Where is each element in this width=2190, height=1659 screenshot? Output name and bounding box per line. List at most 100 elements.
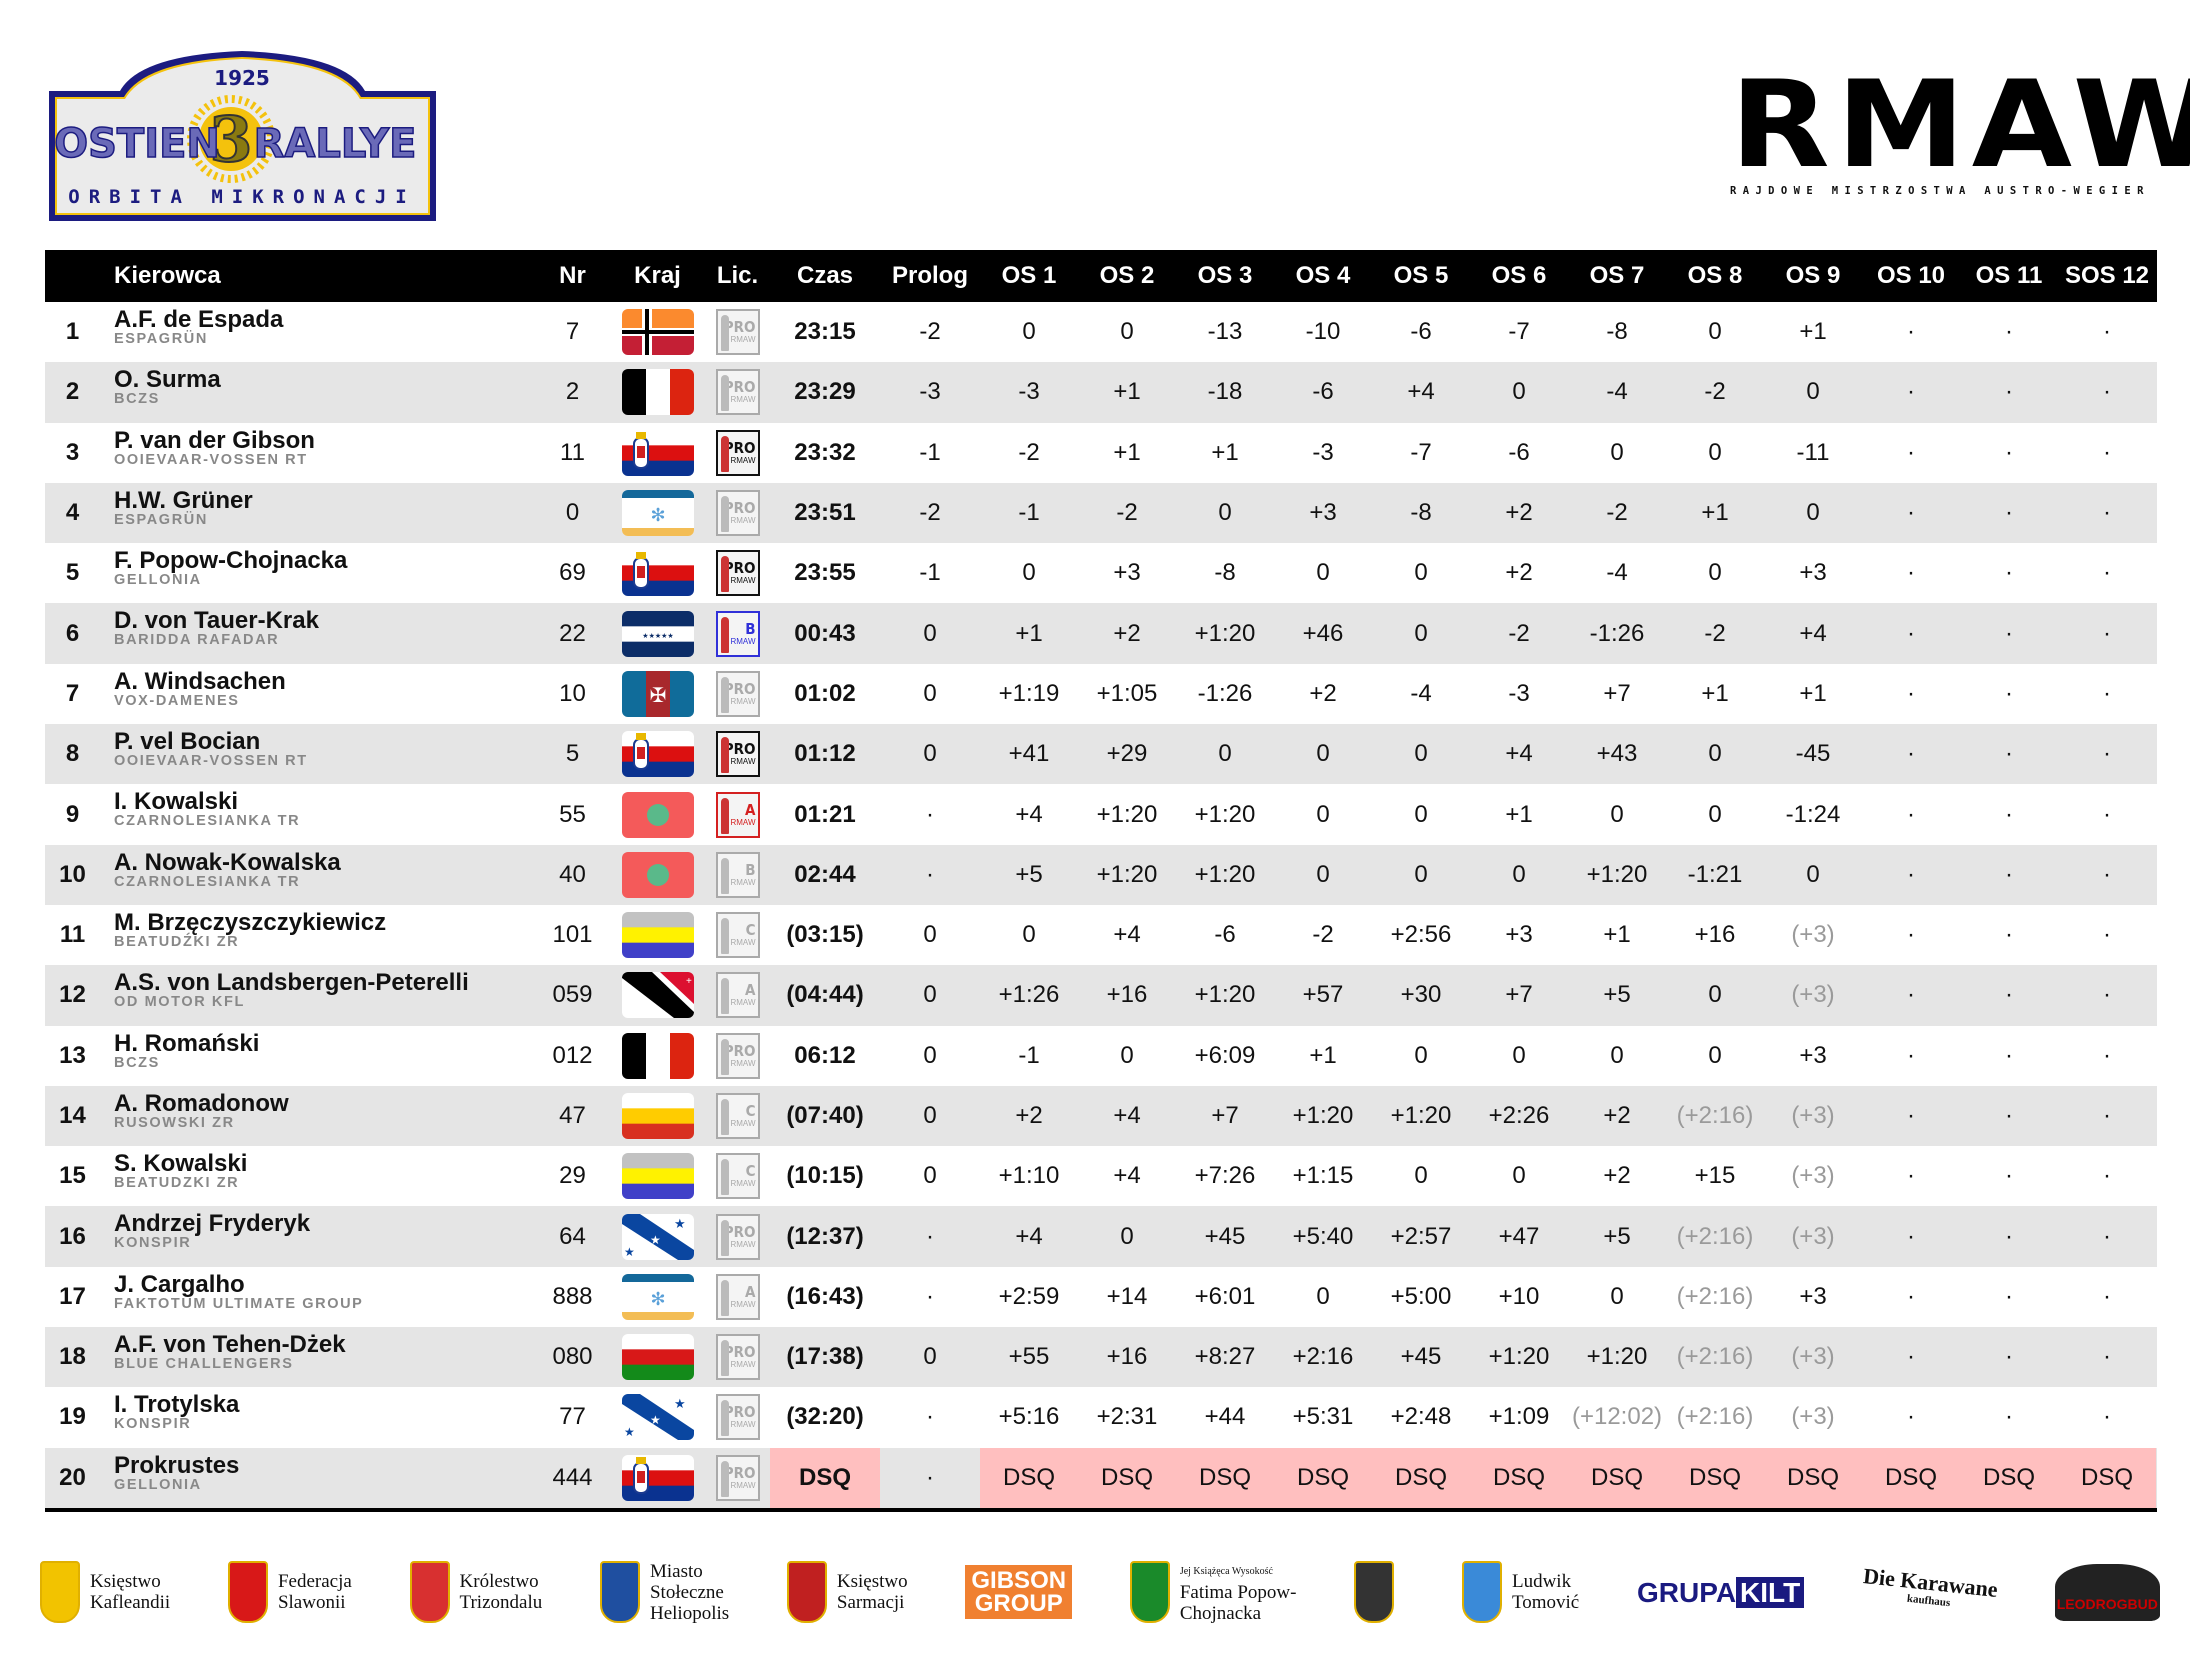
stage-time: +2 (1309, 679, 1337, 707)
stage-time: +1 (1505, 800, 1533, 828)
stage-time: +4 (1113, 921, 1141, 949)
licence-cell: PRO RMAW (705, 664, 770, 724)
stage-time: +2 (1603, 1162, 1631, 1190)
stage-time: -4 (1410, 679, 1432, 707)
stage-time: DSQ (1568, 1447, 1666, 1508)
stage-time: +1:20 (1586, 1343, 1648, 1371)
event-year: 1925 (214, 66, 270, 90)
stage-time: · (1907, 800, 1915, 828)
licence-org: RMAW (730, 576, 756, 586)
licence-class: PRO (723, 559, 756, 578)
driver-name: A.F. von Tehen-Dżek (114, 1331, 346, 1359)
stage-time: +1:20 (1194, 800, 1256, 828)
stage-time: -3 (1508, 679, 1530, 707)
stage-time: +43 (1596, 740, 1638, 768)
car-number: 55 (559, 800, 586, 828)
team-name: GELLONIA (114, 1476, 202, 1493)
stage-time: 0 (1316, 860, 1330, 888)
stage-time: +55 (1008, 1343, 1050, 1371)
stage-time: +5 (1603, 1222, 1631, 1250)
stage-time: -1:21 (1687, 860, 1743, 888)
licence-badge-icon: PRO RMAW (715, 1394, 760, 1441)
stage-time: · (2005, 679, 2013, 707)
stage-time: 0 (1708, 318, 1722, 346)
header-stage: OS 5 (1393, 262, 1449, 289)
stage-time: · (1907, 619, 1915, 647)
licence-figure-icon (720, 1038, 729, 1075)
driver-name: Andrzej Fryderyk (114, 1210, 311, 1238)
stage-time: -2 (1116, 499, 1138, 527)
stage-time: +16 (1694, 921, 1736, 949)
stage-time: +1 (1211, 438, 1239, 466)
team-name: ESPAGRÜN (114, 331, 208, 347)
licence-class: C (745, 921, 756, 940)
stage-time: +2:57 (1390, 1222, 1452, 1250)
table-row: 1 A.F. de Espada ESPAGRÜN 7 PRO RMAW 23:15 -2 0 0… (45, 302, 2157, 362)
stage-time: · (2005, 1403, 2013, 1431)
coat-of-arms-icon (1354, 1561, 1395, 1623)
total-time: 23:32 (794, 438, 856, 466)
svg-text:+: + (686, 976, 692, 987)
licence-org: RMAW (730, 1119, 756, 1128)
licence-cell: PRO RMAW (705, 724, 770, 784)
header-stage: OS 4 (1295, 262, 1351, 289)
stage-time: +2 (1015, 1102, 1043, 1129)
stage-time: 0 (1806, 499, 1820, 527)
licence-cell: C RMAW (705, 1086, 770, 1146)
sponsor-name: Federacja Slawonii (278, 1571, 352, 1613)
stage-time: +1:26 (998, 981, 1060, 1009)
driver-cell: O. Surma BCZS (100, 362, 535, 422)
stage-time: (+2:16) (1676, 1282, 1754, 1310)
licence-org: RMAW (730, 1480, 756, 1490)
stage-time: +1:20 (1586, 860, 1648, 888)
licence-cell: C RMAW (705, 905, 770, 965)
sponsor-name-line: Księstwo (90, 1571, 161, 1592)
sponsor-name-line: Federacja (277, 1571, 352, 1592)
stage-time: DSQ (1470, 1447, 1568, 1508)
licence-cell: A RMAW (705, 784, 770, 844)
licence-figure-icon (720, 1400, 729, 1437)
header-nr: Nr (559, 262, 586, 289)
flag-icon (621, 1153, 694, 1200)
driver-name: P. van der Gibson (114, 426, 315, 454)
licence-cell: C RMAW (705, 1146, 770, 1206)
stage-time: +16 (1106, 1343, 1148, 1371)
stage-time: +3 (1113, 559, 1141, 587)
stage-time: -2 (1606, 499, 1628, 527)
stage-time: (+2:16) (1676, 1343, 1754, 1371)
stage-time: +1:20 (1194, 981, 1256, 1009)
stage-time: -1 (1018, 499, 1040, 527)
flag-icon (621, 309, 694, 356)
prolog-time: · (926, 1403, 934, 1431)
stage-time: · (2103, 1102, 2111, 1129)
flag-icon: ✻ (621, 1273, 694, 1320)
table-row: 16 Andrzej Fryderyk KONSPIR 64 ★ ★ ★ PRO RMAW (12… (45, 1206, 2157, 1267)
stage-time: +3 (1505, 921, 1533, 949)
sponsor-logo: Ludwik Tomović (1461, 1561, 1579, 1623)
series-logo-subtitle: RAJDOWE MISTRZOSTWA AUSTRO-WEGIER (1730, 185, 2150, 197)
stage-time: 0 (1120, 1222, 1134, 1250)
total-time: 23:15 (794, 318, 856, 346)
prolog-time: -1 (919, 438, 941, 466)
stage-time: -6 (1312, 378, 1334, 406)
stage-time: · (1907, 1162, 1915, 1190)
stage-time: 0 (1512, 378, 1526, 406)
stage-time: +1:19 (998, 679, 1060, 707)
licence-class: PRO (723, 1041, 756, 1060)
stage-time: 0 (1610, 1282, 1624, 1310)
stage-time: +46 (1302, 619, 1344, 647)
stage-time: +3 (1799, 1041, 1827, 1069)
prolog-time: -3 (919, 378, 941, 406)
svg-text:★: ★ (624, 1245, 635, 1259)
position: 6 (65, 619, 80, 647)
team-name: BCZS (114, 391, 160, 408)
driver-cell: A.F. von Tehen-Dżek BLUE CHALLENGERS (100, 1327, 535, 1387)
sponsor-name: Miasto Stołeczne Heliopolis (650, 1561, 729, 1624)
stage-time: +4 (1407, 378, 1435, 406)
table-row: 14 A. Romadonow RUSOWSKI ZR 47 C RMAW (07:40) 0… (45, 1085, 2157, 1147)
stage-time: · (2005, 559, 2013, 587)
results-table: Kierowca Nr Kraj Lic. Czas Prolog OS 1 OS… (45, 250, 2157, 1512)
licence-badge-icon: PRO RMAW (715, 309, 760, 356)
svg-text:✻: ✻ (650, 1289, 665, 1309)
driver-cell: J. Cargalho FAKTOTUM ULTIMATE GROUP (100, 1267, 535, 1327)
